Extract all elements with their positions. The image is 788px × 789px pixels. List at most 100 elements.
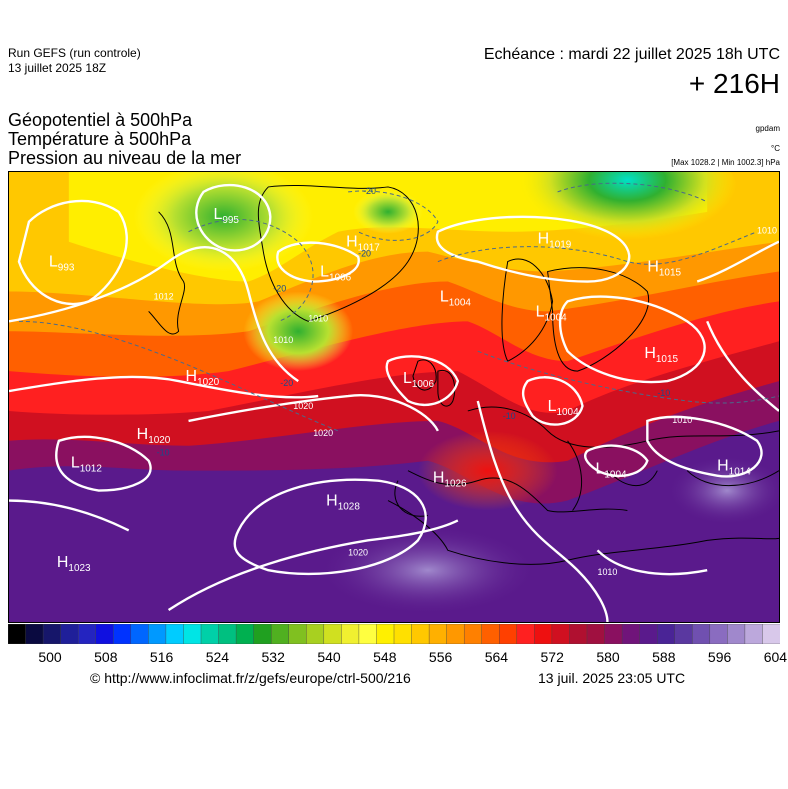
colorbar-tick-label: 532 xyxy=(261,649,285,665)
colorbar-tick-label: 540 xyxy=(317,649,341,665)
isobar-label: 1020 xyxy=(348,547,368,557)
colorbar-swatch xyxy=(218,624,237,644)
colorbar-swatch xyxy=(674,624,693,644)
colorbar-tick-label: 604 xyxy=(763,649,788,665)
colorbar-swatch xyxy=(77,624,97,644)
pressure-centre: H1019 xyxy=(538,231,572,251)
colorbar-tick-label: 596 xyxy=(707,649,732,665)
source-credit: © http://www.infoclimat.fr/z/gefs/europe… xyxy=(90,670,411,686)
run-name: Run GEFS (run controle) xyxy=(8,46,141,60)
pressure-centre: H1017 xyxy=(346,234,380,254)
pressure-centre: H1020 xyxy=(186,368,220,388)
colorbar-swatch xyxy=(8,624,27,644)
colorbar-tick-label: 508 xyxy=(94,649,118,665)
run-date: 13 juillet 2025 18Z xyxy=(8,61,107,75)
isobar-label: 1010 xyxy=(597,567,617,577)
colorbar-swatch xyxy=(288,624,307,644)
temperature-labels: -20 -20 -20 -20 -10 -10 -10 xyxy=(157,186,671,458)
pressure-centres: L993 L995 H1017 L1006 H1019 H1015 L1004 L1004 H1… xyxy=(49,206,751,574)
colorbar-swatch xyxy=(306,624,325,644)
pressure-centre: H1028 xyxy=(326,493,360,513)
pressure-centre: L1012 xyxy=(71,455,103,475)
unit-temperature: °C xyxy=(771,144,780,153)
temperature-field xyxy=(9,172,779,622)
isobar-label: 1020 xyxy=(293,401,313,411)
isotherm-label: -20 xyxy=(358,249,371,259)
pressure-centre: H1026 xyxy=(433,470,467,490)
pressure-centre: L1004 xyxy=(548,398,580,418)
colorbar-swatch xyxy=(148,624,167,644)
isotherm-label: -20 xyxy=(363,186,376,196)
colorbar-swatch xyxy=(499,624,518,644)
isobar-label: 1010 xyxy=(273,335,293,345)
pressure-centre: L993 xyxy=(49,254,75,274)
colorbar-tick-label: 548 xyxy=(373,649,397,665)
colorbar-tick-label: 580 xyxy=(596,649,620,665)
colorbar-swatch xyxy=(60,624,79,644)
colorbar-swatch xyxy=(341,624,360,644)
colorbar-swatch xyxy=(621,624,641,644)
lead-time: + 216H xyxy=(688,68,780,99)
colorbar-swatch xyxy=(183,624,202,644)
colorbar-tick-label: 556 xyxy=(428,649,453,665)
colorbar-tick-label: 500 xyxy=(38,649,62,665)
pressure-centre: H1020 xyxy=(137,426,171,446)
isotherm-label: -20 xyxy=(280,378,293,388)
colorbar-swatch xyxy=(639,624,658,644)
colorbar-swatch xyxy=(569,624,588,644)
colorbar-swatch xyxy=(165,624,185,644)
pressure-centre: H1023 xyxy=(57,554,91,574)
unit-geopotential: gpdam xyxy=(755,124,780,133)
colorbar-swatch xyxy=(709,624,729,644)
colorbar-tick-label: 516 xyxy=(149,649,174,665)
isobars xyxy=(9,183,779,622)
weather-map: L993 L995 H1017 L1006 H1019 H1015 L1004 L1004 H1… xyxy=(8,171,780,623)
colorbar-swatch xyxy=(411,624,430,644)
colorbar-swatch xyxy=(727,624,746,644)
pressure-centre: L1004 xyxy=(536,303,568,323)
isobar-labels: 1012 1010 1010 1020 1020 1020 1010 1010 1010 xyxy=(154,226,777,577)
isotherm-label: -10 xyxy=(503,411,516,421)
colorbar-swatch xyxy=(130,624,150,644)
colorbar-swatch xyxy=(323,624,343,644)
colorbar-swatch xyxy=(270,624,290,644)
colorbar-swatch xyxy=(551,624,571,644)
colorbar-swatch xyxy=(692,624,711,644)
colorbar-swatch xyxy=(428,624,448,644)
isotherms xyxy=(18,182,779,432)
colorbar-swatch xyxy=(446,624,465,644)
colorbar-swatch xyxy=(358,624,378,644)
pressure-centre: L995 xyxy=(213,206,239,226)
colorbar-ticks: 500 508 516 524 532 540 548 556 564 572 580 588 596 6… xyxy=(8,649,787,667)
pressure-centre: L1004 xyxy=(440,288,472,308)
colorbar-tick-label: 572 xyxy=(540,649,564,665)
colorbar-swatch xyxy=(481,624,500,644)
colorbar-swatch xyxy=(393,624,413,644)
pressure-centre: L1006 xyxy=(403,370,435,390)
forecast-valid-time: Echéance : mardi 22 juillet 2025 18h UTC xyxy=(483,46,780,63)
isobar-label: 1020 xyxy=(313,428,333,438)
colorbar-swatch xyxy=(253,624,272,644)
isobar-label: 1012 xyxy=(154,291,174,301)
isotherm-label: -10 xyxy=(157,448,170,458)
pressure-centre: L1004 xyxy=(595,461,627,481)
colorbar-swatch xyxy=(762,624,780,644)
colorbar-swatch xyxy=(744,624,764,644)
colorbar-swatch xyxy=(604,624,623,644)
colorbar-swatch xyxy=(25,624,44,644)
colorbar-swatch xyxy=(95,624,114,644)
pressure-centre: L1006 xyxy=(320,264,352,284)
colorbar-swatch xyxy=(113,624,132,644)
colorbar-tick-label: 564 xyxy=(484,649,509,665)
variable-temperature: Température à 500hPa xyxy=(8,129,192,149)
colorbar-swatch xyxy=(586,624,606,644)
isotherm-label: -10 xyxy=(657,388,670,398)
variable-geopotential: Géopotentiel à 500hPa xyxy=(8,110,193,130)
pressure-centre: H1014 xyxy=(717,458,751,478)
isobar-label: 1010 xyxy=(757,226,777,236)
colorbar-swatch xyxy=(656,624,676,644)
isotherm-label: -20 xyxy=(273,283,286,293)
colorbar-swatch xyxy=(200,624,220,644)
colorbar-swatch xyxy=(534,624,553,644)
colorbar-swatch xyxy=(42,624,62,644)
